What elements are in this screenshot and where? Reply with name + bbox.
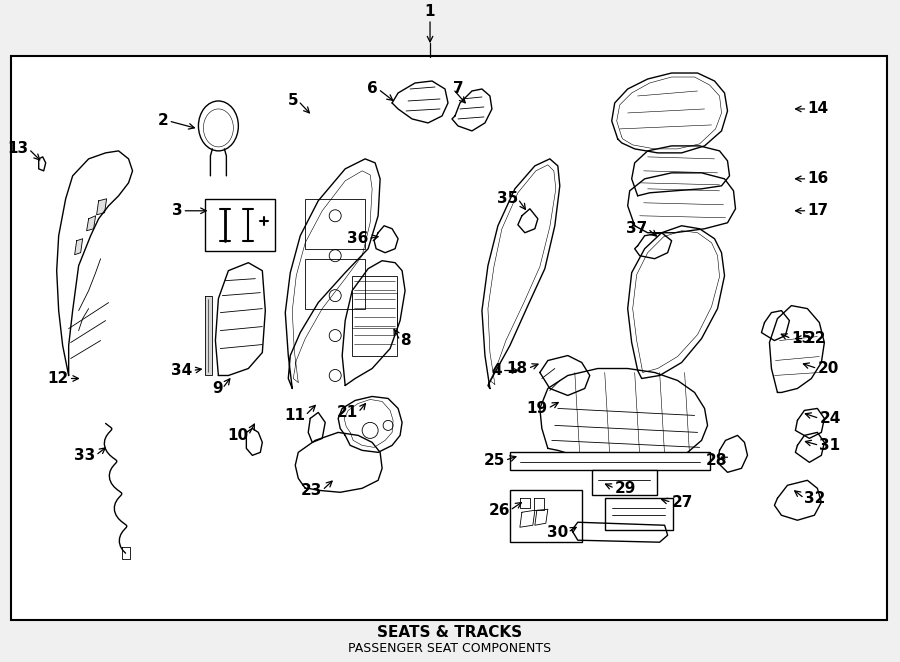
Text: 25: 25 xyxy=(483,453,505,468)
Polygon shape xyxy=(770,306,824,393)
Polygon shape xyxy=(761,310,789,340)
Text: 31: 31 xyxy=(819,438,841,453)
Bar xyxy=(510,452,709,470)
Polygon shape xyxy=(482,159,560,389)
Polygon shape xyxy=(75,239,83,255)
Polygon shape xyxy=(295,432,382,493)
Text: 9: 9 xyxy=(212,381,222,396)
Bar xyxy=(352,275,397,355)
Polygon shape xyxy=(717,436,748,472)
Polygon shape xyxy=(122,547,130,559)
Polygon shape xyxy=(774,481,822,520)
Text: SEATS & TRACKS: SEATS & TRACKS xyxy=(377,624,523,639)
Text: 8: 8 xyxy=(400,333,410,348)
Text: 1: 1 xyxy=(425,4,436,19)
Polygon shape xyxy=(39,157,46,171)
Text: 4: 4 xyxy=(491,363,502,378)
Polygon shape xyxy=(534,498,544,510)
Text: 34: 34 xyxy=(171,363,193,378)
Bar xyxy=(205,199,275,251)
Text: 16: 16 xyxy=(807,171,829,186)
Polygon shape xyxy=(205,296,212,375)
Ellipse shape xyxy=(198,101,238,151)
Text: 5: 5 xyxy=(288,93,298,109)
Polygon shape xyxy=(96,199,106,214)
Text: 7: 7 xyxy=(453,81,464,97)
Text: 21: 21 xyxy=(337,405,358,420)
Text: 23: 23 xyxy=(301,483,322,498)
Polygon shape xyxy=(452,89,492,131)
Polygon shape xyxy=(572,522,668,542)
Polygon shape xyxy=(520,498,530,508)
Polygon shape xyxy=(392,81,448,123)
Text: 35: 35 xyxy=(497,191,518,207)
Text: 13: 13 xyxy=(7,142,29,156)
Bar xyxy=(510,491,581,542)
Polygon shape xyxy=(632,146,730,196)
Text: 2: 2 xyxy=(158,113,168,128)
Polygon shape xyxy=(627,226,724,379)
Polygon shape xyxy=(634,233,671,259)
Text: 3: 3 xyxy=(172,203,183,218)
Bar xyxy=(605,498,672,530)
Polygon shape xyxy=(338,397,402,452)
Text: 11: 11 xyxy=(284,408,305,423)
Text: 18: 18 xyxy=(507,361,528,376)
Text: 20: 20 xyxy=(817,361,839,376)
Bar xyxy=(11,56,887,620)
Polygon shape xyxy=(540,369,707,462)
Text: 15: 15 xyxy=(791,331,813,346)
Text: 37: 37 xyxy=(626,221,648,236)
Polygon shape xyxy=(247,428,262,455)
Bar xyxy=(305,259,365,308)
Text: 19: 19 xyxy=(526,401,548,416)
Polygon shape xyxy=(535,509,548,525)
Text: 26: 26 xyxy=(489,502,510,518)
Bar xyxy=(305,199,365,249)
Polygon shape xyxy=(342,261,405,385)
Text: 12: 12 xyxy=(48,371,68,386)
Polygon shape xyxy=(796,432,824,462)
Text: 33: 33 xyxy=(75,448,95,463)
Polygon shape xyxy=(57,151,132,375)
Bar xyxy=(592,470,657,495)
Text: 14: 14 xyxy=(807,101,829,117)
Text: 29: 29 xyxy=(615,481,636,496)
Polygon shape xyxy=(520,510,535,527)
Polygon shape xyxy=(627,173,735,233)
Polygon shape xyxy=(796,408,824,438)
Polygon shape xyxy=(285,159,380,389)
Text: 22: 22 xyxy=(805,331,826,346)
Text: 6: 6 xyxy=(367,81,378,97)
Text: 28: 28 xyxy=(706,453,727,468)
Text: 10: 10 xyxy=(227,428,248,443)
Polygon shape xyxy=(86,216,95,231)
Text: 32: 32 xyxy=(805,491,826,506)
Polygon shape xyxy=(540,355,590,395)
Polygon shape xyxy=(518,209,538,233)
Bar xyxy=(352,293,397,328)
Text: 36: 36 xyxy=(346,231,368,246)
Polygon shape xyxy=(308,412,325,442)
Text: 17: 17 xyxy=(807,203,829,218)
Text: PASSENGER SEAT COMPONENTS: PASSENGER SEAT COMPONENTS xyxy=(348,641,552,655)
Text: 30: 30 xyxy=(546,525,568,540)
Polygon shape xyxy=(215,263,266,375)
Polygon shape xyxy=(374,226,398,253)
Text: 24: 24 xyxy=(819,411,841,426)
Text: 27: 27 xyxy=(671,495,693,510)
Polygon shape xyxy=(612,73,727,153)
